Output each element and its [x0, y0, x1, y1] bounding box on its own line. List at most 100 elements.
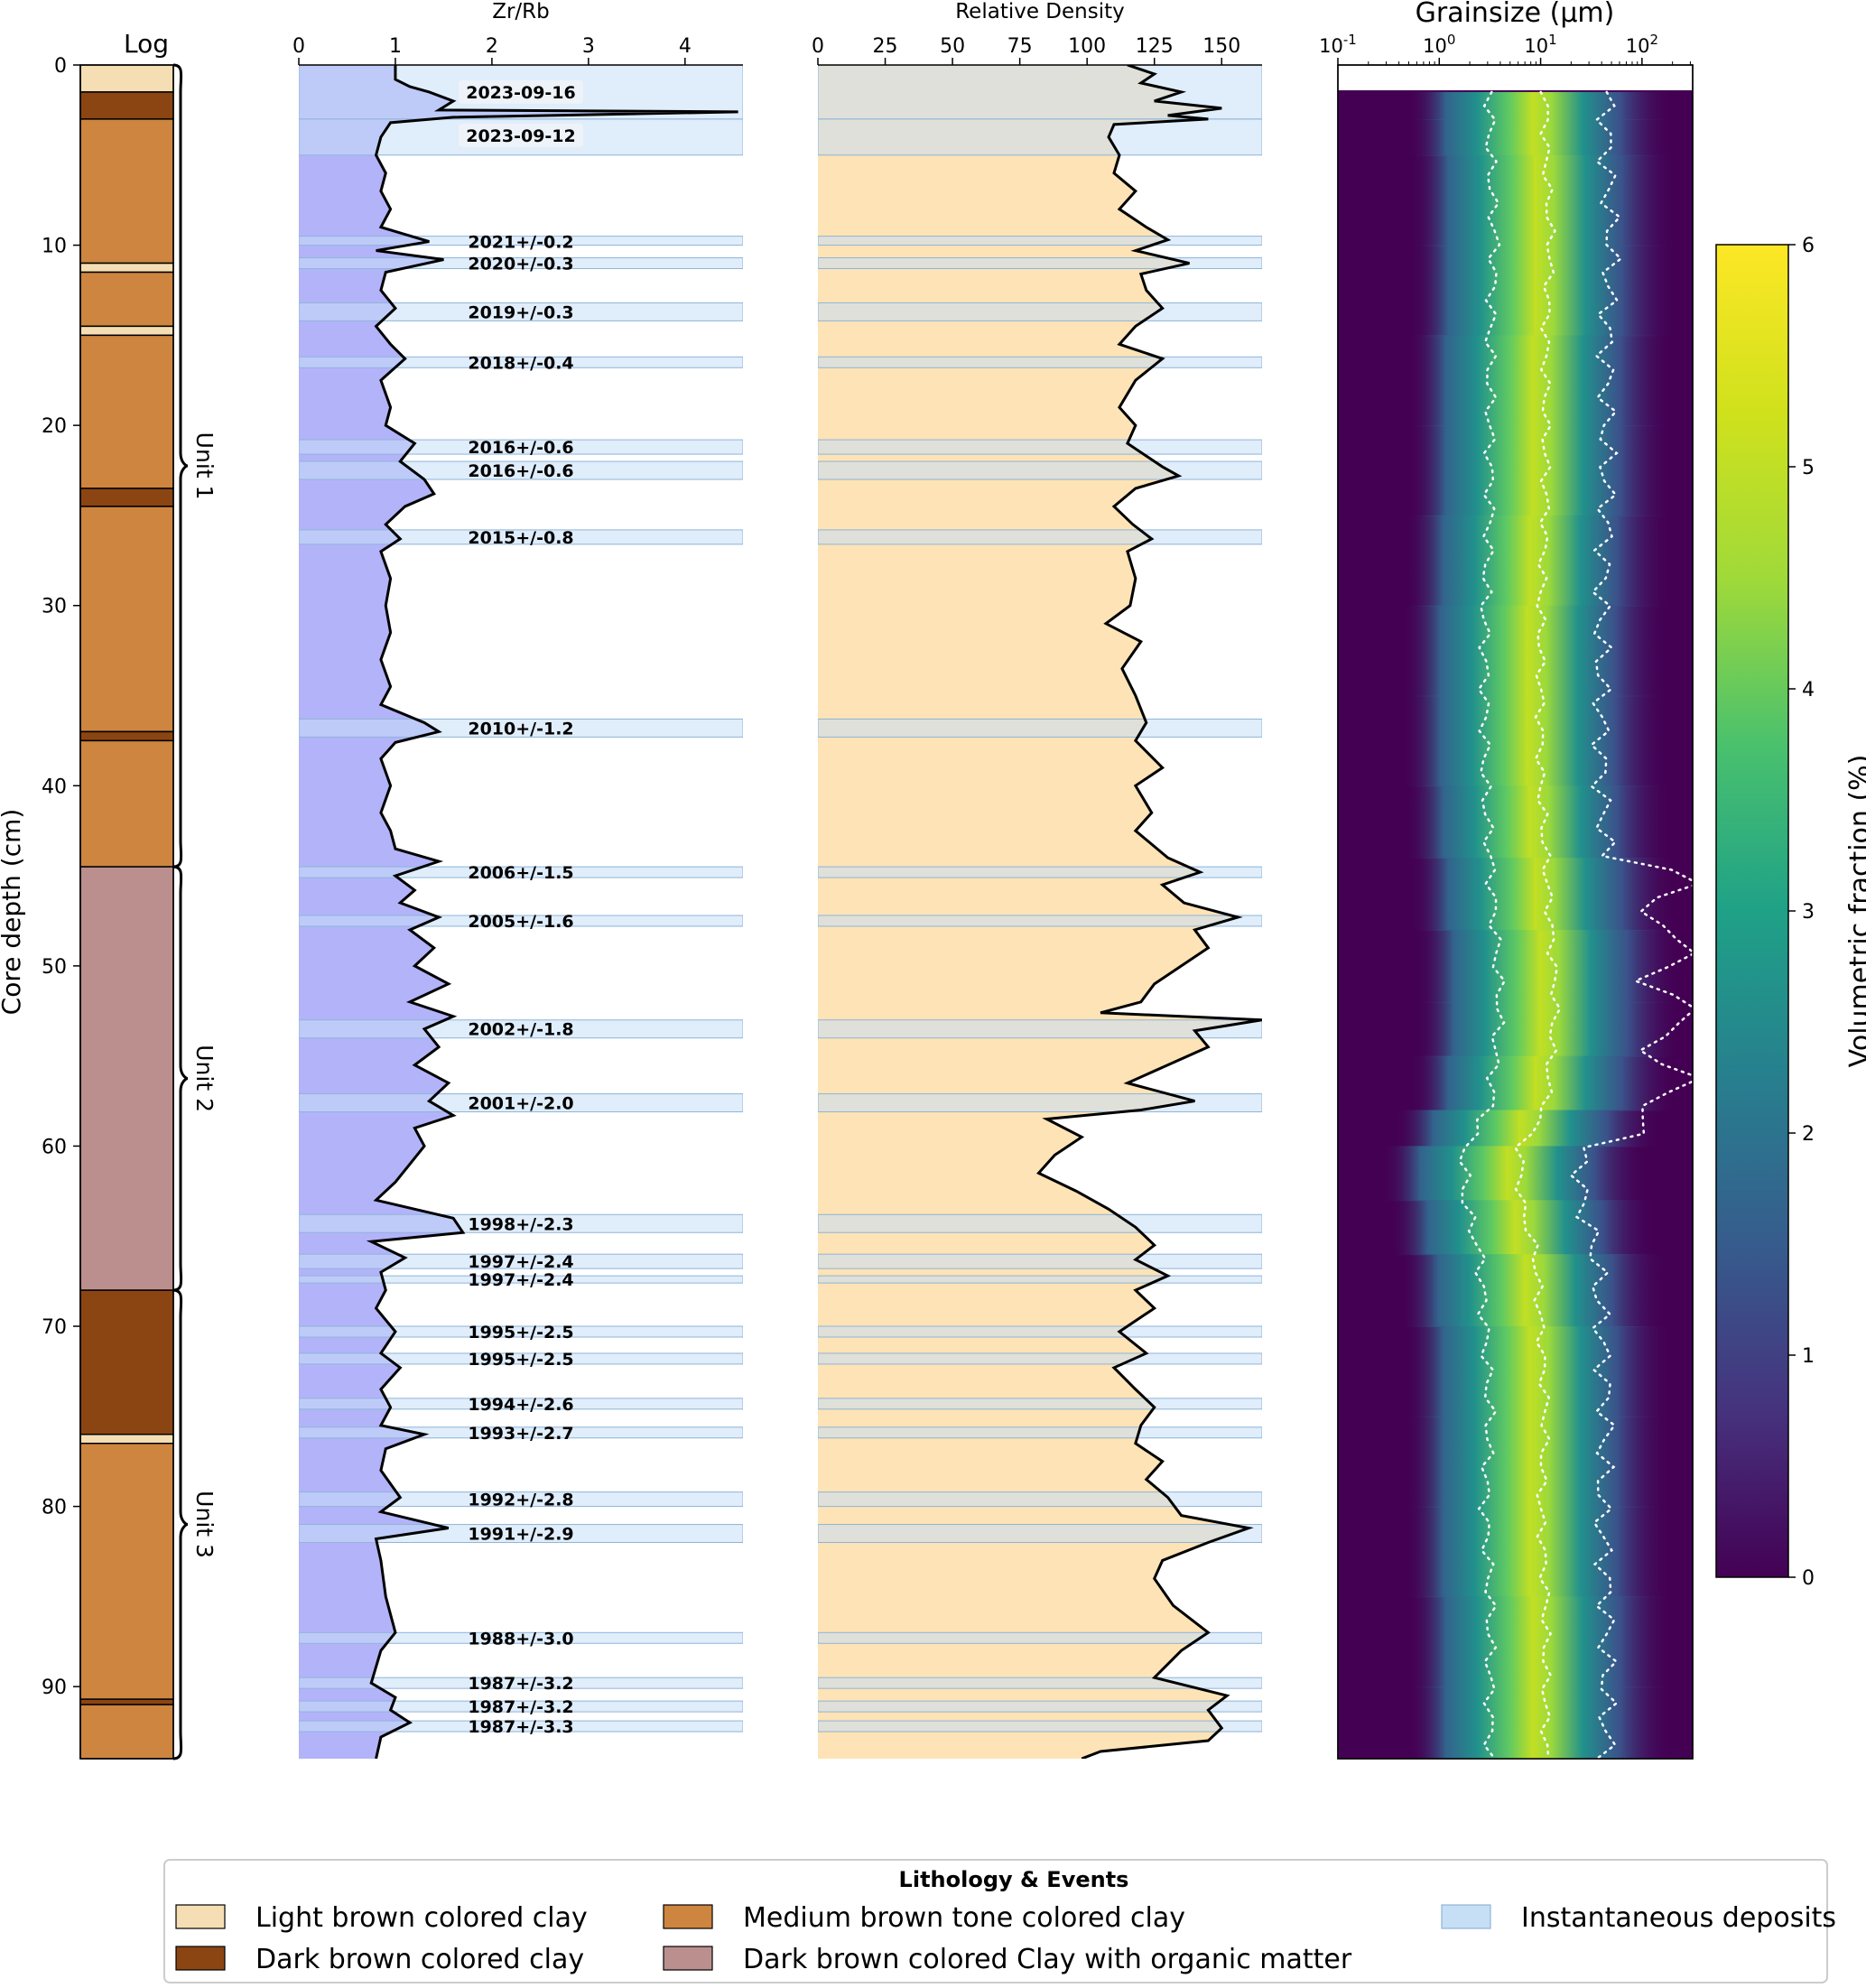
zr-rb-event-band	[299, 1275, 743, 1284]
event-label: 1988+/-3.0	[468, 1629, 573, 1649]
event-label: 2010+/-1.2	[468, 719, 573, 739]
colorbar-ticks: 0 1 2 3 4 5 6	[1788, 235, 1815, 1590]
grainsize-slice	[1408, 91, 1673, 120]
zr-rb-event-band	[299, 1524, 743, 1544]
event-label: 1987+/-3.3	[468, 1717, 573, 1737]
density-event-band	[818, 257, 1262, 270]
zr-rb-x-tick-label: 3	[582, 35, 595, 58]
grainsize-slice	[1406, 1506, 1670, 1598]
density-event-band	[818, 1631, 1262, 1644]
grainsize-x-tick-exponent: -1	[1343, 32, 1357, 48]
grainsize-x-tick-label: 102	[1626, 32, 1658, 57]
grainsize-slice	[1408, 425, 1673, 516]
zr-rb-x-tick-label: 0	[292, 35, 305, 58]
density-event-band	[818, 356, 1262, 368]
legend-label-organic: Dark brown colored Clay with organic mat…	[743, 1944, 1352, 1975]
unit-label: Unit 3	[191, 1491, 218, 1558]
colorbar-label: Volumetric fraction (%)	[1844, 755, 1866, 1068]
grainsize-panel: Grainsize (μm) 10-1 100 101 102	[1319, 0, 1694, 1760]
event-label: 2023-09-12	[466, 126, 576, 146]
density-x-tick-label: 0	[812, 35, 824, 58]
density-event-band	[818, 915, 1262, 927]
density-line	[1036, 65, 1262, 1759]
grainsize-slice	[1416, 1001, 1680, 1057]
density-event-band	[818, 1524, 1262, 1544]
legend-label-deposit: Instantaneous deposits	[1521, 1902, 1836, 1934]
colorbar-tick-label: 3	[1802, 901, 1815, 924]
zr-rb-event-band	[299, 1398, 743, 1410]
density-event-band	[818, 1700, 1262, 1713]
zr-rb-event-band	[299, 302, 743, 321]
event-label: 1992+/-2.8	[468, 1491, 573, 1510]
event-label: 1997+/-2.4	[468, 1270, 573, 1290]
density-event-band	[818, 1325, 1262, 1338]
density-event-band	[818, 1352, 1262, 1365]
density-x-tick-label: 75	[1007, 35, 1033, 58]
colorbar-tick-label: 2	[1802, 1123, 1815, 1146]
density-x-tick-label: 125	[1136, 35, 1174, 58]
zr-rb-event-band	[299, 1426, 743, 1439]
depth-tick-label: 50	[42, 956, 67, 979]
legend-swatch-dark	[175, 1946, 226, 1971]
grainsize-slice	[1396, 1110, 1660, 1147]
grainsize-x-tick-exponent: 2	[1649, 32, 1658, 48]
density-event-band	[818, 1213, 1262, 1233]
log-layer-light	[79, 64, 174, 93]
zr-rb-x-axis: 0 1 2 3 4	[292, 35, 743, 66]
log-layers	[79, 64, 174, 1760]
zr-rb-event-band	[299, 1325, 743, 1338]
unit-brace	[172, 1288, 189, 1760]
legend-label-light: Light brown colored clay	[255, 1902, 588, 1934]
zr-rb-event-band	[299, 1253, 743, 1269]
density-event-band	[818, 718, 1262, 738]
grainsize-slice	[1406, 515, 1670, 607]
unit-label: Unit 2	[191, 1045, 218, 1112]
grainsize-x-tick-exponent: 1	[1548, 32, 1557, 48]
log-layer-medium	[79, 739, 174, 868]
density-event-band	[818, 1275, 1262, 1284]
density-event-band	[818, 1253, 1262, 1269]
zr-rb-event-band	[299, 236, 743, 246]
grainsize-slice	[1406, 1416, 1670, 1508]
log-title: Log	[124, 29, 169, 59]
depth-axis-ticks: 0 10 20 30 40 50 60 70 80 90	[42, 55, 80, 1699]
grainsize-x-tick-exponent: 0	[1447, 32, 1456, 48]
legend-swatch-organic	[663, 1946, 713, 1971]
event-label: 2019+/-0.3	[468, 302, 573, 322]
zr-rb-x-tick-label: 4	[679, 35, 692, 58]
density-event-band	[818, 460, 1262, 480]
log-layer-dark	[79, 91, 174, 120]
log-layer-medium	[79, 1704, 174, 1760]
colorbar-tick-label: 0	[1802, 1567, 1815, 1590]
event-label: 2006+/-1.5	[468, 863, 573, 883]
density-x-axis: 0 25 50 75 100 125 150	[812, 35, 1262, 66]
density-event-band	[818, 866, 1262, 878]
zr-rb-event-band	[299, 460, 743, 480]
event-label: 2016+/-0.6	[468, 461, 573, 481]
event-label-box	[459, 123, 583, 147]
depth-tick-label: 30	[42, 596, 67, 618]
zr-rb-event-band	[299, 1213, 743, 1233]
event-label: 2021+/-0.2	[468, 233, 573, 253]
grainsize-x-tick-label: 100	[1423, 32, 1455, 57]
event-label: 1987+/-3.2	[468, 1697, 573, 1717]
grainsize-slice	[1383, 1146, 1648, 1202]
legend-frame	[163, 1859, 1828, 1983]
zr-rb-event-band	[299, 257, 743, 270]
event-label: 1998+/-2.3	[468, 1214, 573, 1234]
colorbar: 0 1 2 3 4 5 6 Volumetric fraction (%)	[1715, 235, 1866, 1590]
density-x-tick-label: 100	[1068, 35, 1106, 58]
density-event-band	[818, 1720, 1262, 1733]
grainsize-slice	[1390, 1200, 1655, 1256]
zr-rb-event-band	[299, 1720, 743, 1733]
grainsize-x-tick-label: 101	[1524, 32, 1556, 57]
grainsize-slice	[1411, 245, 1676, 337]
zr-rb-event-band	[299, 866, 743, 878]
zr-rb-event-band	[299, 718, 743, 738]
density-event-band	[818, 439, 1262, 455]
event-label: 1994+/-2.6	[468, 1395, 573, 1415]
grainsize-slice	[1406, 1326, 1670, 1417]
unit-label: Unit 1	[191, 432, 218, 500]
